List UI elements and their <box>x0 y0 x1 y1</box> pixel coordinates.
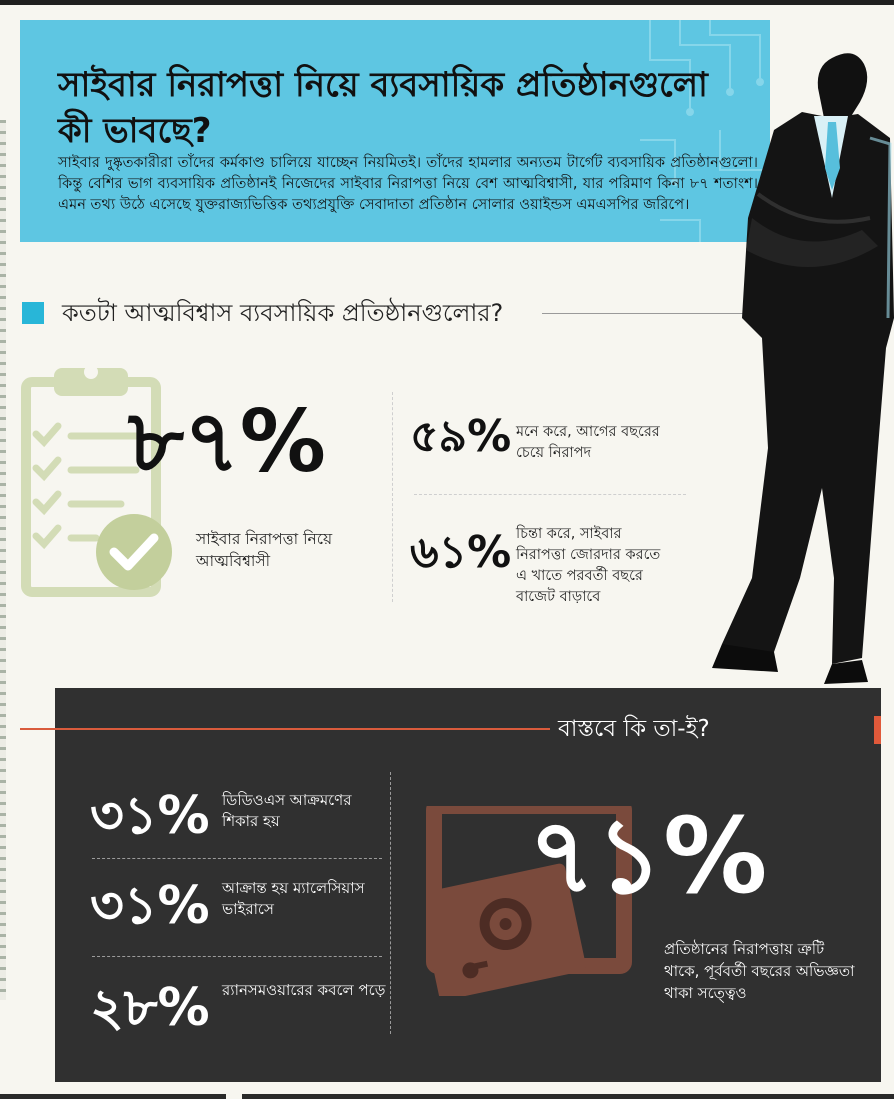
dashed-divider-vertical <box>390 772 391 1034</box>
stat-malware-caption: আক্রান্ত হয় ম্যালেসিয়াস ভাইরাসে <box>222 879 365 918</box>
stat-59-value: ৫৯% <box>410 411 512 462</box>
dashed-divider-horizontal <box>92 956 382 957</box>
dashed-divider-horizontal <box>414 494 686 495</box>
reality-main-percentage: ৭১% <box>528 795 768 917</box>
page-title: সাইবার নিরাপত্তা নিয়ে ব্যবসায়িক প্রতিষ… <box>58 65 708 151</box>
stat-61-value: ৬১% <box>410 527 512 578</box>
top-border <box>0 0 894 5</box>
dashed-divider-vertical <box>392 392 393 602</box>
stat-malware-value: ৩১% <box>90 876 210 936</box>
confidence-main-caption: সাইবার নিরাপত্তা নিয়ে আত্মবিশ্বাসী <box>196 530 333 570</box>
dashed-divider-horizontal <box>92 858 382 859</box>
checkmark-circle-icon <box>96 514 172 590</box>
clipboard-checklist-icon <box>21 365 172 597</box>
section-marker <box>22 302 44 324</box>
intro-paragraph: সাইবার দুষ্কৃতকারীরা তাঁদের কর্মকাণ্ড চা… <box>58 154 758 213</box>
page-edge-decoration <box>0 120 6 1000</box>
reality-title-rule <box>20 728 550 730</box>
reality-main-caption: প্রতিষ্ঠানের নিরাপত্তায় ত্রুটি থাকে, পূ… <box>664 940 855 1002</box>
bottom-border-left <box>0 1094 226 1099</box>
header-panel: সাইবার নিরাপত্তা নিয়ে ব্যবসায়িক প্রতিষ… <box>20 20 770 242</box>
bottom-border-right <box>242 1094 894 1099</box>
stat-61-caption: চিন্তা করে, সাইবার নিরাপত্তা জোরদার করতে… <box>516 526 661 605</box>
stat-59-caption: মনে করে, আগের বছরের চেয়ে নিরাপদ <box>516 424 660 461</box>
confidence-section-title: কতটা আত্মবিশ্বাস ব্যবসায়িক প্রতিষ্ঠানগু… <box>62 299 504 327</box>
safe-icon <box>426 806 632 996</box>
stat-ddos-value: ৩১% <box>90 786 210 846</box>
reality-section-title: বাস্তবে কি তা-ই? <box>558 716 710 742</box>
section-rule <box>542 313 872 314</box>
stat-ransomware-caption: র‍্যানসমওয়ারের কবলে পড়ে <box>222 981 386 999</box>
businessman-illustration <box>712 53 894 684</box>
accent-tab <box>874 716 881 744</box>
stat-ddos-caption: ডিডিওএস আক্রমণের শিকার হয় <box>222 791 352 830</box>
stat-ransomware-value: ২৮% <box>90 978 210 1038</box>
confidence-main-percentage: ৮৭% <box>128 392 326 492</box>
